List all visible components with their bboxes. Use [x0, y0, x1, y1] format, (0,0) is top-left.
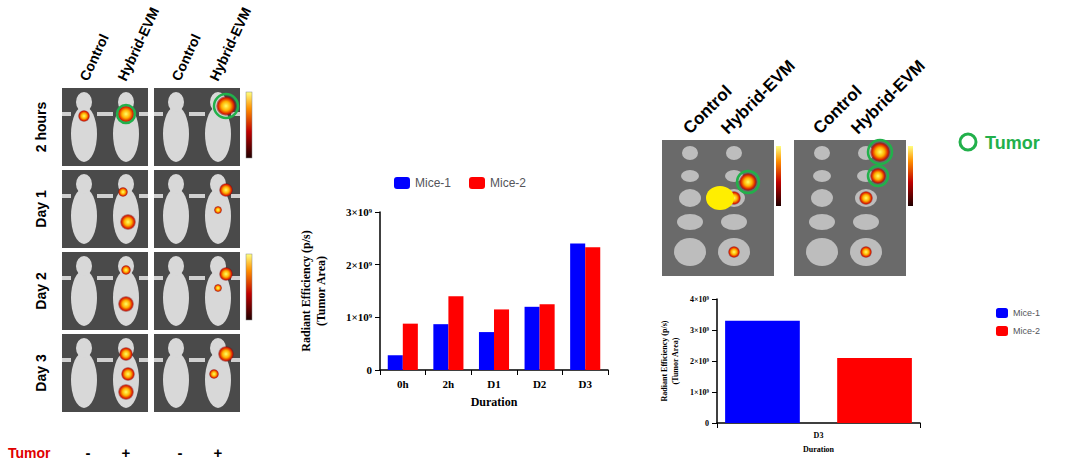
- svg-text:2×10⁹: 2×10⁹: [346, 259, 373, 271]
- svg-text:0: 0: [367, 364, 373, 376]
- svg-text:Control: Control: [809, 81, 866, 138]
- svg-text:Duration: Duration: [803, 445, 835, 454]
- svg-text:Hybrid-EVM: Hybrid-EVM: [717, 56, 799, 138]
- svg-text:Tumor: Tumor: [8, 445, 51, 461]
- svg-text:2 hours: 2 hours: [33, 102, 49, 153]
- svg-text:Hybrid-EVM: Hybrid-EVM: [114, 5, 162, 84]
- svg-text:Day 1: Day 1: [33, 190, 49, 228]
- svg-text:Mice-2: Mice-2: [1013, 326, 1040, 336]
- svg-text:Radiant Efficiency (p/s): Radiant Efficiency (p/s): [299, 230, 313, 351]
- svg-text:D3: D3: [814, 431, 824, 440]
- svg-text:D3: D3: [578, 378, 592, 390]
- svg-text:Mice-2: Mice-2: [490, 176, 526, 190]
- svg-text:Control: Control: [168, 31, 204, 83]
- svg-text:D2: D2: [533, 378, 547, 390]
- svg-text:Mice-1: Mice-1: [415, 176, 451, 190]
- svg-text:(Tumor Area): (Tumor Area): [671, 337, 680, 384]
- svg-text:Mice-1: Mice-1: [1013, 308, 1040, 318]
- svg-text:Control: Control: [679, 81, 736, 138]
- svg-text:1×10⁹: 1×10⁹: [346, 311, 373, 323]
- svg-text:3×10⁹: 3×10⁹: [690, 326, 710, 335]
- svg-text:0: 0: [705, 419, 709, 428]
- svg-text:2h: 2h: [443, 378, 455, 390]
- svg-text:(Tumor Area): (Tumor Area): [314, 256, 328, 326]
- svg-text:+: +: [122, 444, 131, 461]
- svg-text:4×10⁹: 4×10⁹: [690, 295, 710, 304]
- svg-text:Hybrid-EVM: Hybrid-EVM: [206, 5, 254, 84]
- svg-text:Tumor: Tumor: [985, 133, 1040, 153]
- svg-text:0h: 0h: [397, 378, 409, 390]
- svg-text:Day 2: Day 2: [33, 272, 49, 310]
- svg-text:Hybrid-EVM: Hybrid-EVM: [847, 56, 929, 138]
- svg-text:3×10⁹: 3×10⁹: [346, 206, 373, 218]
- svg-text:D1: D1: [487, 378, 500, 390]
- svg-text:1×10⁹: 1×10⁹: [690, 388, 710, 397]
- svg-text:-: -: [178, 444, 183, 461]
- svg-text:-: -: [86, 444, 91, 461]
- svg-text:Duration: Duration: [471, 395, 518, 409]
- svg-text:2×10⁹: 2×10⁹: [690, 357, 710, 366]
- svg-text:+: +: [214, 444, 223, 461]
- svg-text:Day 3: Day 3: [33, 354, 49, 392]
- svg-text:Radiant Efficiency (p/s): Radiant Efficiency (p/s): [660, 320, 669, 401]
- svg-text:Control: Control: [76, 31, 112, 83]
